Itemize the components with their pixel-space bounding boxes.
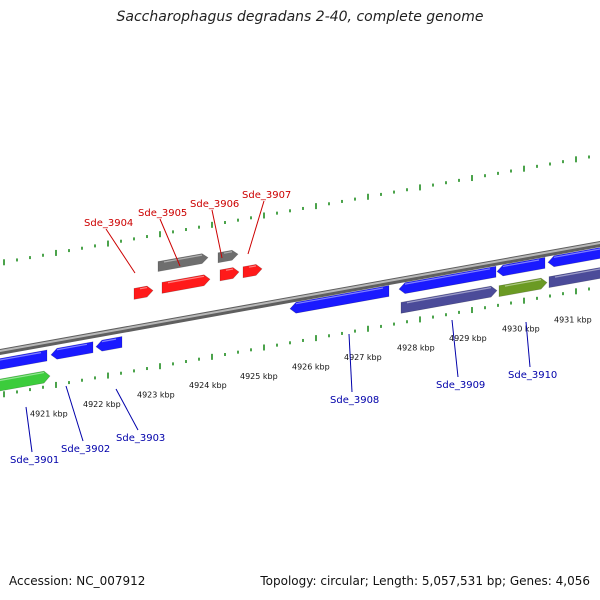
map-title: Saccharophagus degradans 2-40, complete … — [116, 9, 484, 25]
gene-sde-3910-lower — [498, 277, 548, 298]
gene-label-leader — [247, 200, 265, 255]
gene-sde-3901 — [0, 349, 48, 370]
tick-label: 4925 kbp — [240, 372, 278, 381]
gene-sde-3904-sheen — [139, 286, 148, 290]
gene-sde-3901-sheen — [0, 352, 42, 361]
gene-sde-3902 — [50, 341, 94, 360]
gene-label-leader — [348, 333, 353, 393]
gene-sde-3906-sheen — [225, 268, 234, 271]
gene-sde-3910-lower-sheen — [504, 279, 542, 287]
gene-sde-3901-lower — [0, 370, 51, 392]
tick-label: 4921 kbp — [30, 410, 68, 419]
gene-sde-3911 — [547, 247, 600, 268]
gene-label: Sde_3907 — [242, 190, 291, 201]
gene-sde-3903-sheen — [101, 338, 117, 343]
gene-sde-3911-sheen — [553, 248, 600, 258]
gene-sde-3909 — [398, 265, 497, 294]
gene-label: Sde_3905 — [138, 208, 187, 219]
genome-summary: Topology: circular; Length: 5,057,531 bp… — [260, 574, 590, 588]
tick-label: 4931 kbp — [554, 315, 592, 324]
tick-label: 4928 kbp — [397, 344, 435, 353]
gene-label: Sde_3909 — [436, 380, 485, 391]
gene-sde-3901-lower-sheen — [0, 371, 45, 382]
gene-sde-3905 — [161, 274, 211, 294]
accession-text: Accession: NC_007912 — [9, 574, 146, 588]
gene-sde-3907-sheen — [248, 265, 257, 268]
gene-label-leader — [525, 321, 531, 368]
gene-label-leader — [211, 209, 223, 259]
tick-label: 4930 kbp — [502, 325, 540, 334]
gene-label-leader — [159, 218, 181, 267]
gene-label: Sde_3904 — [84, 218, 133, 229]
tick-label: 4922 kbp — [83, 400, 121, 409]
gene-sde-3909-lower-sheen — [406, 287, 492, 304]
tick-label: 4929 kbp — [449, 334, 487, 343]
tick-label: 4924 kbp — [189, 381, 227, 390]
gene-label: Sde_3908 — [330, 395, 379, 406]
gene-label: Sde_3906 — [190, 199, 239, 210]
gene-sde-3905-top — [157, 253, 209, 272]
gene-sde-3905-top-sheen — [163, 254, 203, 263]
gene-label: Sde_3901 — [10, 455, 59, 466]
gene-sde-3911-lower — [548, 267, 600, 289]
gene-label-leader — [25, 406, 33, 453]
gene-sde-3910-sheen — [502, 259, 540, 268]
gene-sde-3909-lower — [400, 285, 498, 314]
gene-label: Sde_3902 — [61, 444, 110, 455]
gene-label-leader — [451, 319, 459, 378]
gene-label-leader — [105, 228, 136, 274]
gene-sde-3905-sheen — [167, 275, 205, 284]
gene-label: Sde_3903 — [116, 433, 165, 444]
tick-label: 4923 kbp — [137, 390, 175, 399]
gene-sde-3911-lower-sheen — [554, 268, 600, 278]
gene-sde-3902-sheen — [56, 343, 88, 351]
gene-sde-3904 — [133, 285, 154, 300]
gene-sde-3909-sheen — [404, 268, 491, 285]
gene-sde-3903 — [95, 336, 123, 352]
gene-sde-3906-top-sheen — [223, 251, 233, 254]
gene-sde-3906 — [219, 267, 240, 282]
gene-label-leader — [65, 385, 84, 442]
gene-label-leader — [115, 388, 139, 431]
gene-sde-3908 — [289, 285, 390, 314]
gene-sde-3908-sheen — [295, 287, 384, 305]
gene-sde-3906-top — [217, 249, 239, 264]
genome-backbone-highlight — [0, 241, 600, 353]
gene-sde-3910 — [496, 257, 546, 277]
gene-label: Sde_3910 — [508, 370, 557, 381]
tick-label: 4927 kbp — [344, 353, 382, 362]
gene-sde-3907 — [242, 264, 263, 279]
tick-label: 4926 kbp — [292, 362, 330, 371]
